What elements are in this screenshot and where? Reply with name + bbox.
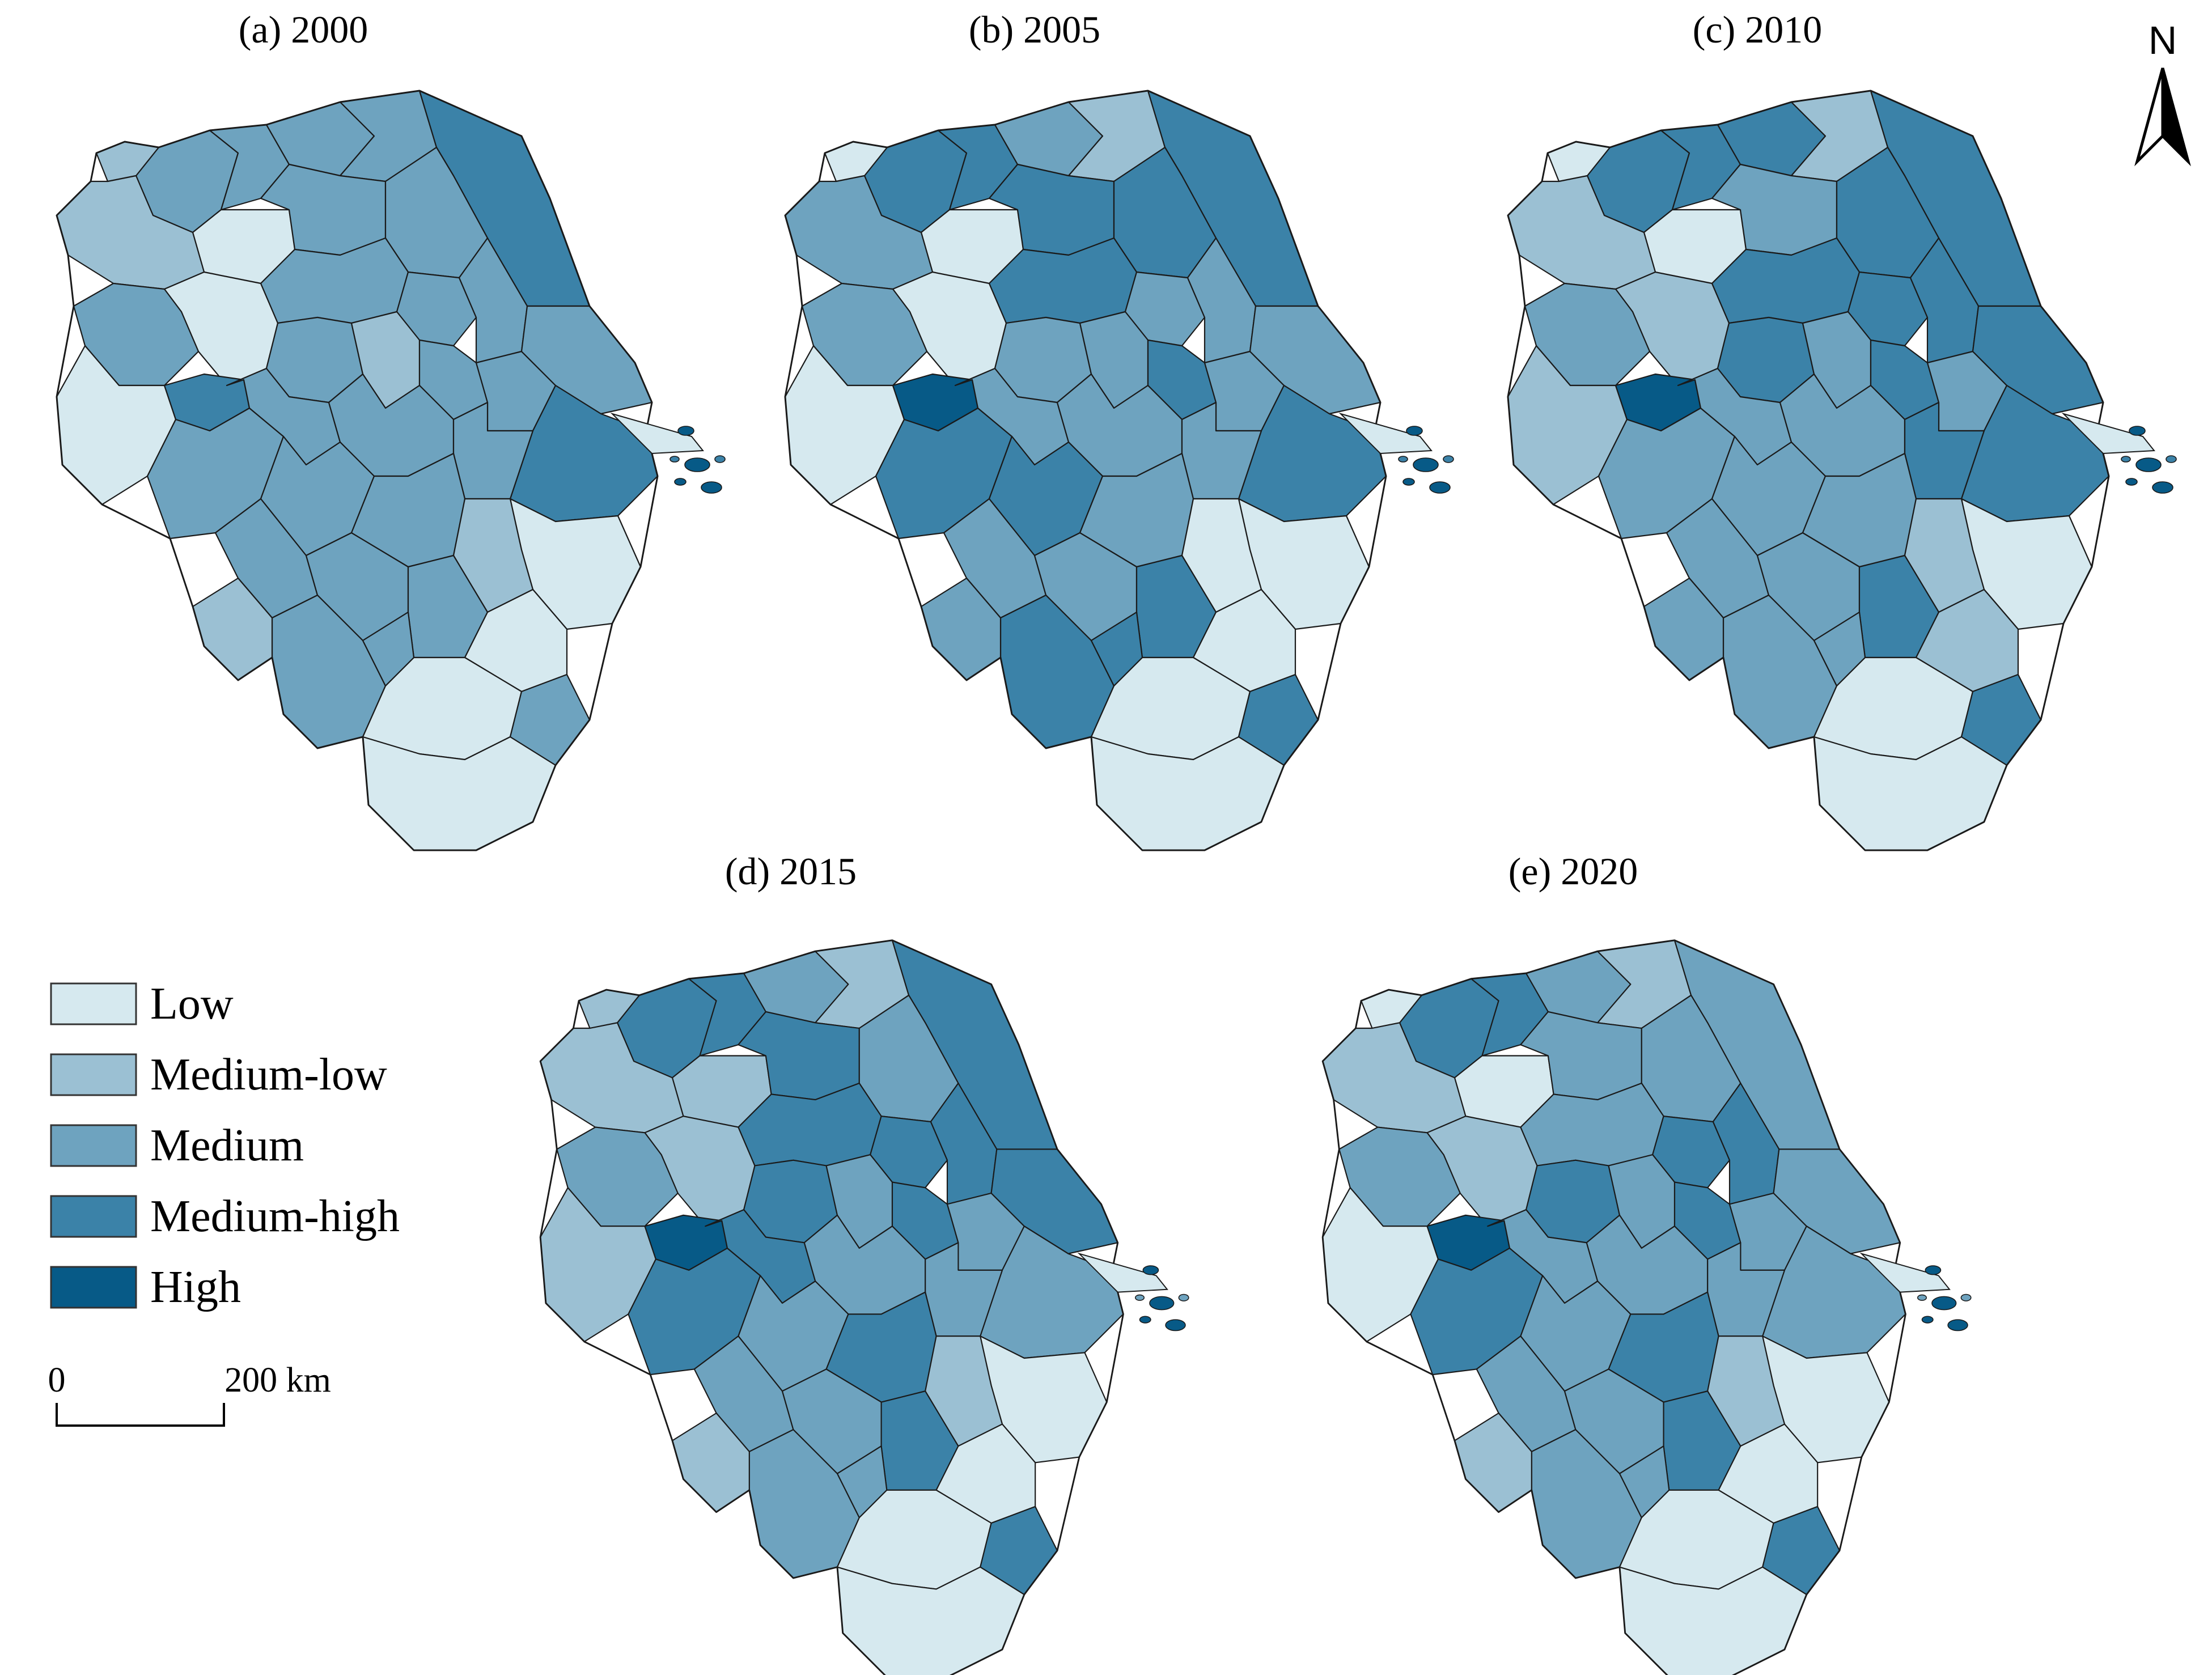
legend-swatch-medium-high — [50, 1195, 137, 1238]
island — [2129, 426, 2146, 436]
legend-swatch-medium-low — [50, 1053, 137, 1096]
panel-title-e: (e) 2020 — [1508, 850, 1638, 893]
panel-title-a: (a) 2000 — [239, 8, 368, 51]
panel-title-c: (c) 2010 — [1693, 8, 1822, 51]
north-arrow-icon — [2134, 67, 2191, 167]
scale-bar: 0 200 km — [48, 1361, 331, 1427]
legend-label-high: High — [150, 1262, 241, 1312]
island — [1149, 1296, 1175, 1311]
island — [1413, 457, 1439, 472]
north-arrow: N — [2134, 18, 2191, 167]
legend-swatch-high — [50, 1266, 137, 1309]
map-panel-d — [539, 939, 1189, 1675]
legend-swatch-low — [50, 982, 137, 1025]
island — [714, 455, 726, 463]
legend-label-low: Low — [150, 979, 234, 1029]
island — [2125, 478, 2138, 486]
map-panel-e — [1321, 939, 1972, 1675]
island — [2152, 481, 2173, 494]
map-panel-a — [56, 90, 726, 851]
island — [1925, 1265, 1942, 1275]
island — [1921, 1316, 1934, 1324]
island — [677, 426, 694, 436]
region-c-39 — [1813, 611, 1866, 687]
map-panel-c — [1507, 90, 2177, 851]
map-outline — [1507, 90, 2110, 851]
island — [701, 481, 722, 494]
island — [1178, 1294, 1189, 1301]
island — [1402, 478, 1415, 486]
island — [1443, 455, 1454, 463]
island — [1429, 481, 1451, 494]
region-d-39 — [836, 1445, 888, 1519]
island — [1134, 1294, 1145, 1301]
island — [1406, 426, 1423, 436]
region-a-39 — [362, 611, 415, 687]
panel-title-d: (d) 2015 — [725, 850, 857, 893]
panel-title-b: (b) 2005 — [969, 8, 1100, 51]
island — [1947, 1319, 1968, 1331]
region-e-39 — [1618, 1445, 1670, 1519]
map-outline — [56, 90, 659, 851]
island — [669, 456, 680, 463]
legend-swatch-medium — [50, 1124, 137, 1167]
map-outline — [539, 939, 1124, 1675]
island — [2166, 455, 2177, 463]
legend: Low Medium-low Medium Medium-high High — [50, 979, 400, 1312]
island — [1931, 1296, 1957, 1311]
map-outline — [1321, 939, 1906, 1675]
island — [1165, 1319, 1186, 1331]
island — [2121, 456, 2131, 463]
region-b-39 — [1090, 611, 1143, 687]
scale-start-label: 0 — [48, 1361, 66, 1400]
north-label: N — [2149, 18, 2177, 62]
legend-label-medium: Medium — [150, 1121, 304, 1171]
island — [684, 457, 710, 472]
map-panel-b — [784, 90, 1454, 851]
map-outline — [784, 90, 1387, 851]
legend-label-medium-high: Medium-high — [150, 1191, 400, 1241]
island — [2135, 457, 2162, 472]
island — [1139, 1316, 1151, 1324]
island — [1398, 456, 1408, 463]
island — [1917, 1294, 1927, 1301]
island — [674, 478, 687, 486]
scale-bar-line — [56, 1403, 225, 1427]
island — [1142, 1265, 1159, 1275]
island — [1960, 1294, 1972, 1301]
scale-end-label: 200 km — [224, 1361, 331, 1400]
legend-label-medium-low: Medium-low — [150, 1050, 387, 1100]
